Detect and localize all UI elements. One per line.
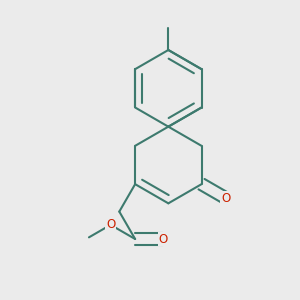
- Text: O: O: [106, 218, 115, 231]
- Text: O: O: [221, 192, 231, 205]
- Text: O: O: [159, 232, 168, 245]
